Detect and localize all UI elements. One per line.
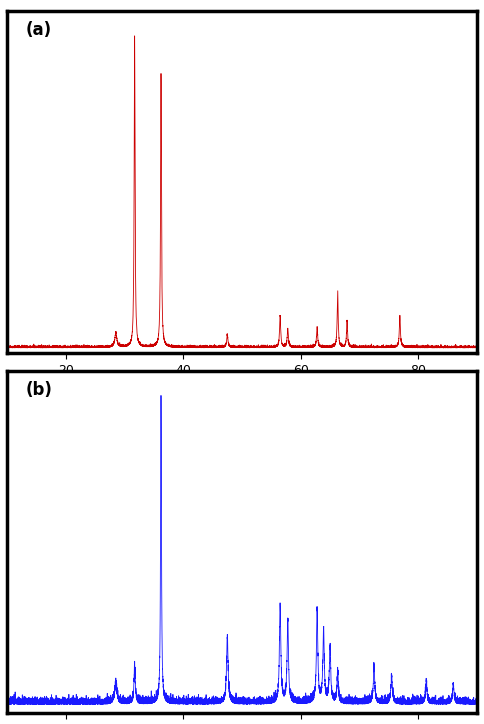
Text: (a): (a) xyxy=(26,21,52,39)
Text: (b): (b) xyxy=(26,381,53,399)
